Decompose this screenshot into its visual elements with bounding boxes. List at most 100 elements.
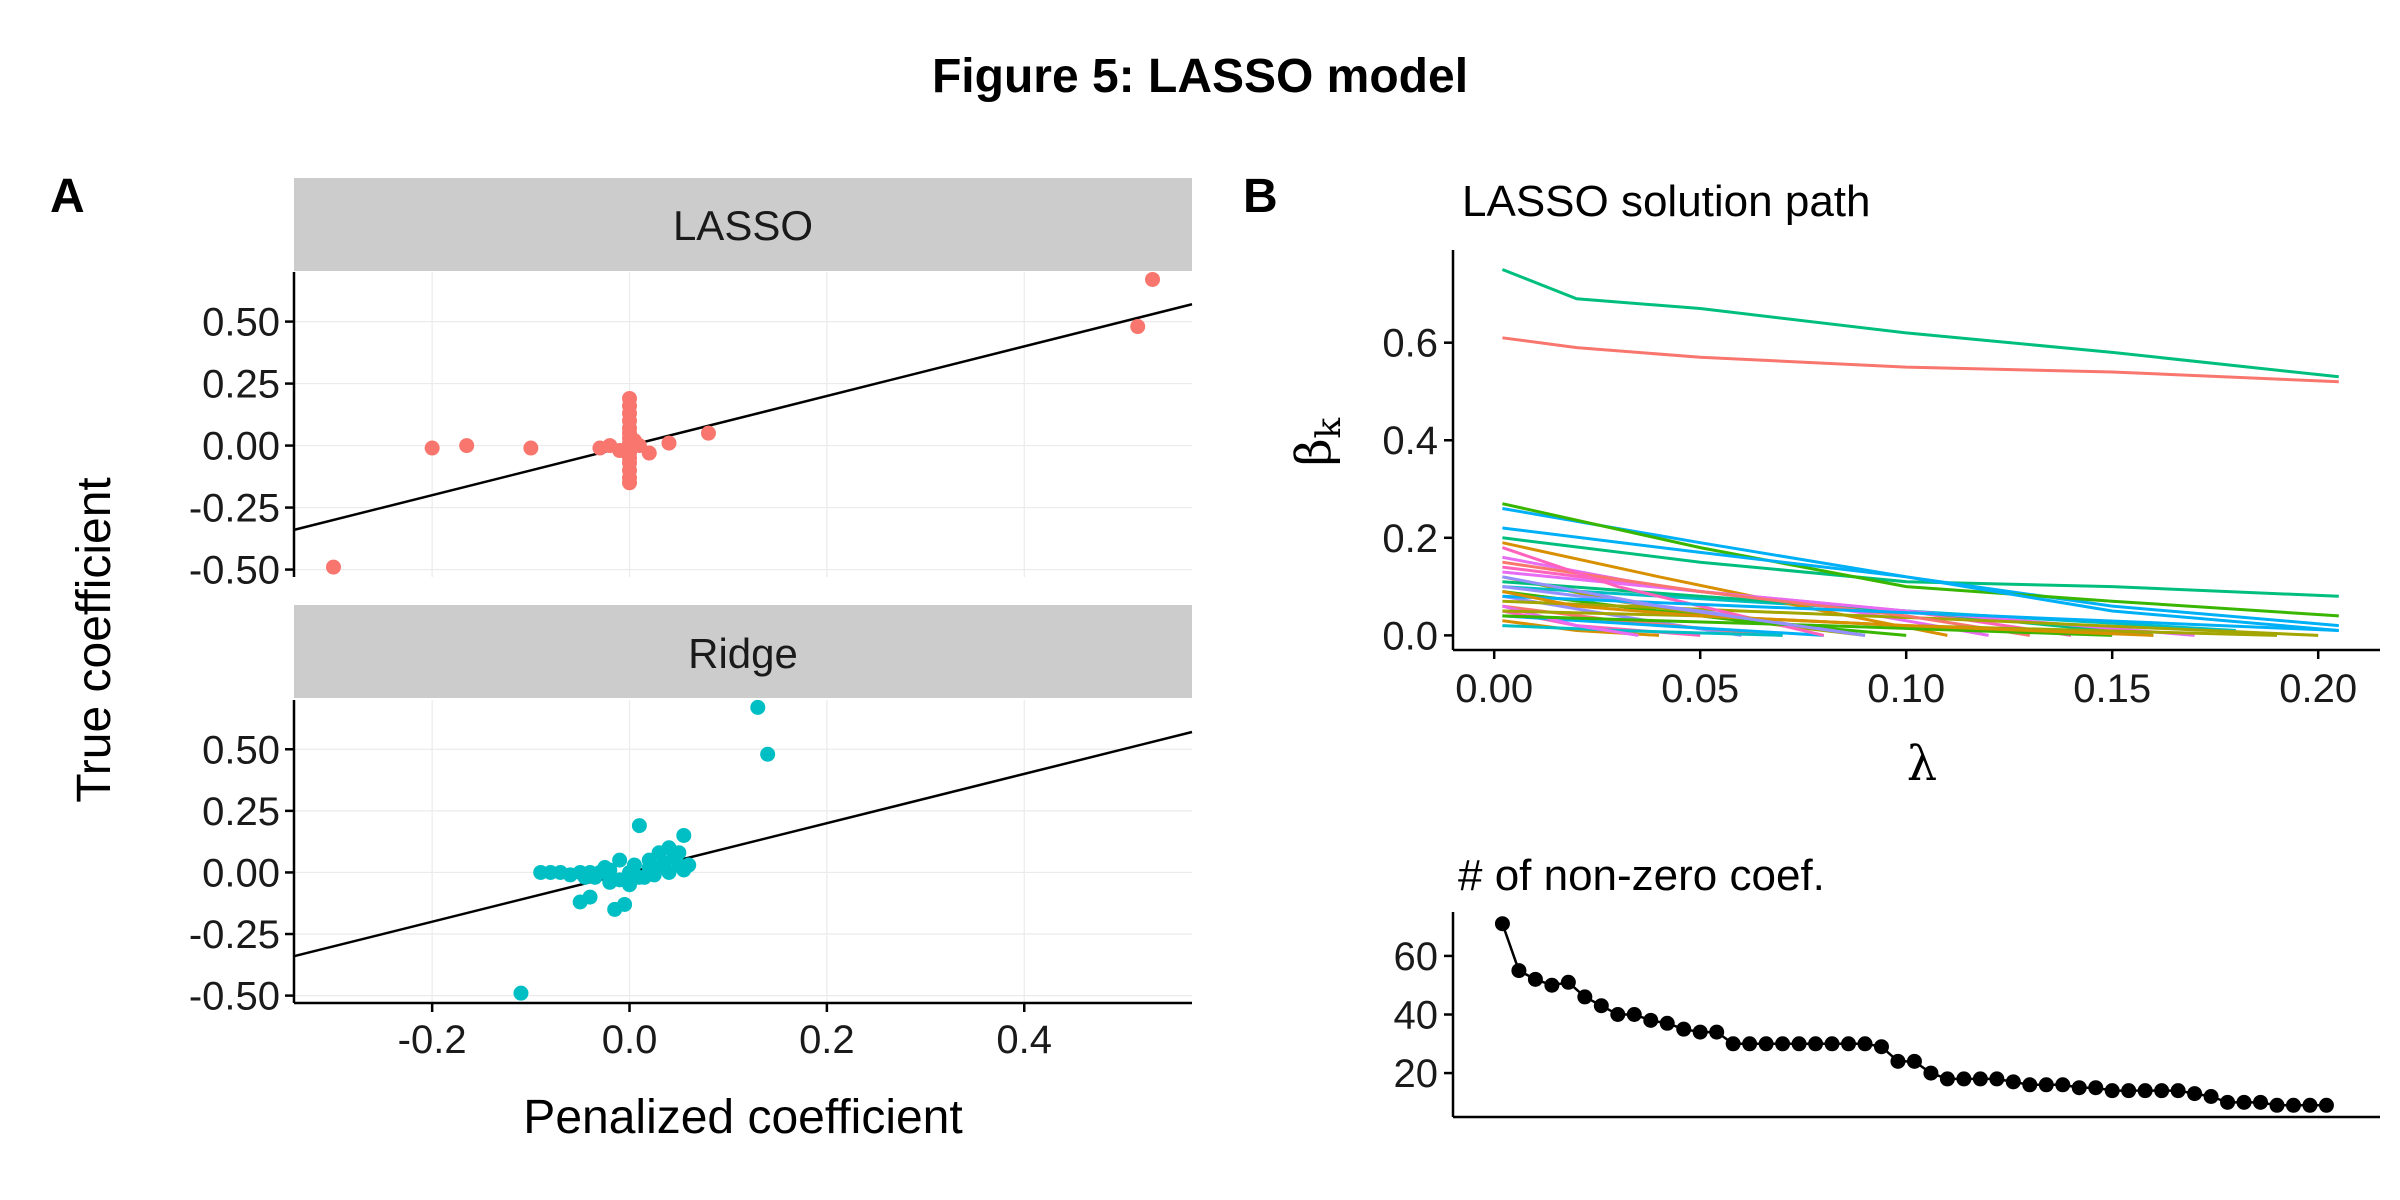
path-y-tick-label: 0.2 — [1382, 517, 1438, 561]
y-tick-label-lasso: -0.50 — [189, 549, 280, 593]
count-point — [1626, 1007, 1642, 1022]
count-point — [1873, 1039, 1889, 1055]
path-line-coef-19 — [1502, 599, 2319, 637]
point-lasso — [1145, 271, 1161, 287]
facet-lasso-plot: -0.50 -0.25 0.00 0.25 0.50 — [189, 271, 1193, 593]
point-ridge — [671, 845, 687, 861]
count-line — [1501, 923, 2327, 1107]
count-point — [1857, 1036, 1873, 1052]
path-y-tick-label: 0.6 — [1382, 322, 1438, 366]
count-point — [2038, 1077, 2054, 1093]
figure-title: Figure 5: LASSO model — [932, 50, 1468, 103]
count-point — [1593, 998, 1609, 1014]
count-point — [2318, 1097, 2334, 1113]
point-ridge — [617, 896, 633, 912]
path-line-coef-29 — [1502, 590, 2154, 637]
point-lasso — [700, 425, 716, 441]
count-point — [1494, 916, 1510, 932]
count-point — [1511, 963, 1527, 979]
strip-lasso — [294, 178, 1192, 271]
count-point — [1742, 1036, 1758, 1052]
panel-label-b: B — [1243, 170, 1278, 223]
path-plot — [1501, 268, 2339, 637]
count-point — [2088, 1080, 2104, 1096]
count-point — [2022, 1077, 2038, 1093]
count-point — [2187, 1086, 2203, 1102]
count-y-tick-label: 60 — [1394, 935, 1439, 979]
count-point — [2203, 1089, 2219, 1104]
path-x-tick-label: 0.20 — [2279, 667, 2357, 711]
count-point — [1890, 1053, 1906, 1069]
count-point — [2253, 1094, 2269, 1110]
y-tick-label-lasso: 0.00 — [202, 425, 280, 469]
count-point — [1824, 1036, 1840, 1052]
count-point — [2236, 1094, 2252, 1110]
path-line-coef-top — [1501, 268, 2339, 379]
count-point — [1659, 1015, 1675, 1031]
point-lasso — [424, 440, 440, 456]
strip-lasso-label: LASSO — [673, 202, 813, 249]
path-line-coef-3 — [1502, 536, 2339, 598]
y-tick-label-lasso: 0.25 — [202, 363, 280, 407]
strip-ridge-label: Ridge — [688, 630, 798, 677]
point-lasso — [641, 445, 657, 461]
svg-text:βk: βk — [1286, 417, 1349, 466]
path-line-coef-23 — [1502, 560, 2031, 637]
point-lasso — [661, 435, 677, 451]
count-point — [1989, 1071, 2005, 1087]
count-point — [2137, 1083, 2153, 1099]
path-y-tick-label: 0.4 — [1382, 419, 1438, 463]
path-x-tick-label: 0.15 — [2073, 667, 2151, 711]
path-line-coef-second — [1502, 336, 2339, 384]
path-x-tick-label: 0.10 — [1867, 667, 1945, 711]
identity-line-lasso — [293, 303, 1193, 532]
path-line-coef-26 — [1502, 594, 2339, 632]
count-point — [1939, 1071, 1955, 1087]
y-tick-label-lasso: -0.25 — [189, 487, 280, 531]
count-point — [1775, 1036, 1791, 1052]
count-point — [2285, 1097, 2301, 1113]
path-x-axis-title: λ — [1907, 736, 1937, 792]
beta-symbol: β — [1286, 438, 1342, 466]
x-tick-label-a: 0.0 — [602, 1018, 658, 1062]
point-lasso — [523, 440, 539, 456]
count-point — [1972, 1071, 1988, 1087]
count-point — [1758, 1036, 1774, 1052]
path-line-coef-30 — [1502, 575, 1866, 637]
path-line-coef-27 — [1502, 614, 2113, 637]
count-point — [2104, 1083, 2120, 1099]
point-lasso — [325, 559, 341, 575]
beta-subscript: k — [1309, 417, 1349, 438]
count-axes: 20 40 60 — [1394, 912, 2380, 1119]
count-point — [2154, 1083, 2170, 1099]
point-lasso — [622, 475, 638, 491]
count-point — [1577, 989, 1593, 1005]
path-x-tick-label: 0.05 — [1661, 667, 1739, 711]
count-point — [1906, 1053, 1922, 1069]
count-point — [2170, 1083, 2186, 1099]
path-x-tick-label: 0.00 — [1455, 667, 1533, 711]
path-line-coef-5 — [1502, 502, 2339, 618]
strip-ridge — [294, 605, 1192, 698]
x-axis-title-a: Penalized coefficient — [523, 1091, 962, 1144]
y-axis-title-a: True coefficient — [68, 477, 121, 803]
count-point — [1527, 971, 1543, 987]
point-lasso — [1130, 319, 1146, 335]
count-point — [1791, 1036, 1807, 1052]
x-tick-label-a: 0.4 — [996, 1018, 1052, 1062]
path-y-axis-title: βk — [1286, 417, 1349, 466]
identity-line-ridge — [293, 730, 1193, 958]
path-line-coef-22 — [1502, 624, 1783, 637]
panel-b-path: LASSO solution path 0.0 0.2 0.4 0.6 0.00 0.05… — [1286, 177, 2380, 792]
count-plot — [1494, 916, 2334, 1113]
y-tick-label-lasso: 0.50 — [202, 301, 280, 345]
count-point — [2071, 1080, 2087, 1096]
point-ridge — [626, 857, 642, 873]
count-point — [1923, 1065, 1939, 1081]
path-axes: 0.0 0.2 0.4 0.6 0.00 0.05 0.10 0.15 0.20 — [1382, 250, 2380, 711]
x-axis-a: -0.2 0.0 0.2 0.4 — [294, 1001, 1192, 1062]
count-point — [2121, 1083, 2137, 1099]
point-ridge — [631, 818, 647, 834]
count-y-tick-label: 20 — [1394, 1052, 1439, 1096]
path-y-tick-label: 0.0 — [1382, 614, 1438, 658]
